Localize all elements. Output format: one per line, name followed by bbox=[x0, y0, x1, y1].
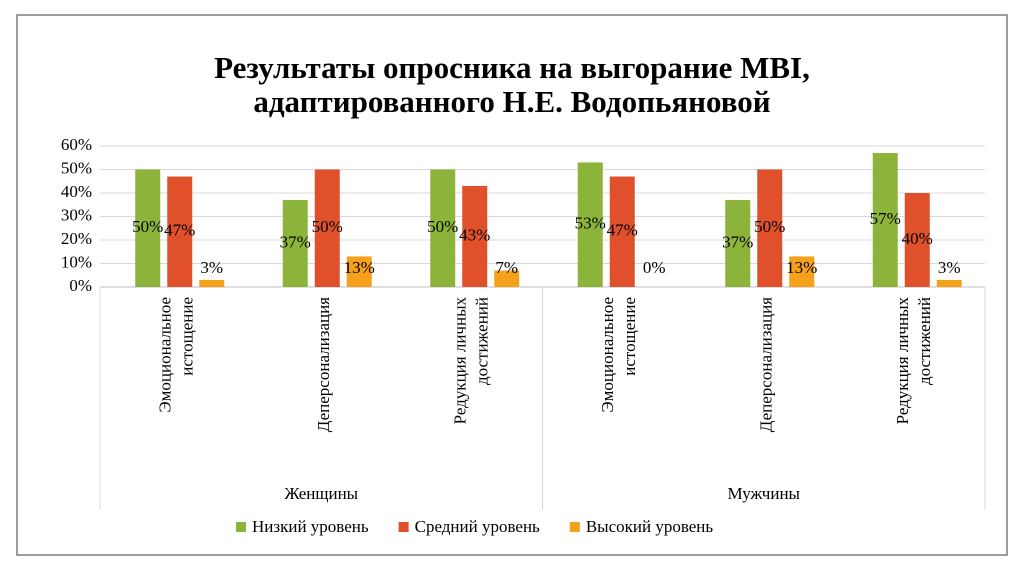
x-tick-label: достижений bbox=[915, 297, 934, 385]
value-label: 57% bbox=[870, 209, 901, 228]
bar bbox=[135, 169, 161, 287]
chart-title: Результаты опросника на выгорание MBI, bbox=[214, 50, 810, 85]
value-label: 43% bbox=[459, 225, 490, 244]
y-tick-label: 10% bbox=[61, 252, 92, 271]
bar bbox=[282, 200, 308, 287]
value-label: 40% bbox=[902, 229, 933, 248]
bar bbox=[757, 169, 783, 287]
legend-label: Низкий уровень bbox=[252, 517, 369, 536]
value-label: 0% bbox=[643, 258, 666, 277]
bar bbox=[430, 169, 456, 287]
bar bbox=[346, 256, 372, 287]
value-label: 50% bbox=[754, 217, 785, 236]
value-label: 47% bbox=[607, 221, 638, 240]
y-tick-label: 40% bbox=[61, 182, 92, 201]
y-tick-label: 20% bbox=[61, 229, 92, 248]
x-tick-label: достижений bbox=[473, 297, 492, 385]
group-label: Женщины bbox=[284, 484, 358, 503]
legend-label: Средний уровень bbox=[415, 517, 540, 536]
x-tick-label: Редукция личных bbox=[893, 297, 912, 425]
group-label: Мужчины bbox=[728, 484, 801, 503]
legend-swatch bbox=[398, 522, 409, 532]
bar bbox=[462, 185, 488, 287]
chart-title: адаптированного Н.Е. Водопьяновой bbox=[253, 84, 770, 119]
legend-swatch bbox=[569, 522, 580, 532]
x-tick-label: Редукция личных bbox=[451, 297, 470, 425]
y-tick-label: 60% bbox=[61, 135, 92, 154]
value-label: 50% bbox=[312, 217, 343, 236]
value-label: 50% bbox=[132, 217, 163, 236]
bar bbox=[577, 162, 603, 287]
x-tick-label: истощение bbox=[178, 297, 197, 376]
value-label: 7% bbox=[495, 258, 518, 277]
bar bbox=[936, 279, 962, 287]
bar bbox=[789, 256, 815, 287]
x-tick-label: Деперсонализация bbox=[314, 297, 333, 432]
bar bbox=[872, 153, 898, 287]
bar bbox=[609, 176, 635, 287]
value-label: 13% bbox=[344, 258, 375, 277]
bar bbox=[167, 176, 193, 287]
legend-swatch bbox=[236, 522, 246, 532]
bar bbox=[725, 200, 751, 287]
value-label: 37% bbox=[280, 232, 311, 251]
x-tick-label: Деперсонализация bbox=[757, 297, 776, 432]
value-label: 37% bbox=[722, 232, 753, 251]
x-tick-label: истощение bbox=[620, 297, 639, 376]
x-tick-label: Эмоциональное bbox=[598, 297, 617, 413]
value-label: 50% bbox=[427, 217, 458, 236]
value-label: 3% bbox=[200, 258, 223, 277]
bar bbox=[199, 279, 225, 287]
legend-label: Высокий уровень bbox=[586, 517, 714, 536]
value-label: 13% bbox=[786, 258, 817, 277]
bar bbox=[494, 270, 520, 287]
bar bbox=[314, 169, 340, 287]
y-tick-label: 0% bbox=[69, 276, 92, 295]
y-tick-label: 30% bbox=[61, 205, 92, 224]
value-label: 53% bbox=[575, 214, 606, 233]
y-tick-label: 50% bbox=[61, 158, 92, 177]
value-label: 47% bbox=[164, 221, 195, 240]
bar bbox=[904, 193, 930, 287]
value-label: 3% bbox=[938, 258, 961, 277]
x-tick-label: Эмоциональное bbox=[156, 297, 175, 413]
chart-border bbox=[16, 14, 1008, 556]
